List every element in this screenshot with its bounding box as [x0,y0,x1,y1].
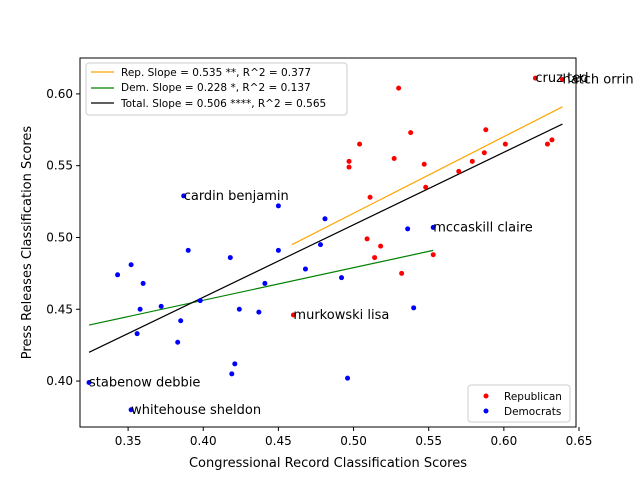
democrat-point [430,224,436,230]
republican-point [372,255,378,261]
legend-total-line-label: Total. Slope = 0.506 ****, R^2 = 0.565 [120,98,326,110]
legend-dem-line-label: Dem. Slope = 0.228 *, R^2 = 0.137 [121,82,311,94]
democrat-point [236,306,242,312]
legend-democrats-label: Democrats [504,406,561,418]
legend-democrats-marker [483,408,489,414]
legend-points: Republican Democrats [467,384,571,423]
point-annotation: cruz ted [535,71,588,86]
democrat-point [115,272,121,278]
democrat-point [134,331,140,337]
republican-point [357,141,363,147]
republican-point [367,194,373,200]
republican-point [549,137,555,143]
point-annotation: murkowski lisa [293,308,389,323]
y-tick-label: 0.50 [46,230,73,244]
y-axis-label: Press Releases Classification Scores [20,126,35,360]
democrat-point [345,375,351,381]
point-annotation: hatch orrin [562,73,633,88]
point-annotation: whitehouse sheldon [131,403,261,418]
democrat-point [181,193,187,199]
y-tick-label: 0.40 [46,374,73,388]
democrat-point [158,303,164,309]
democrat-point [86,379,92,385]
republican-point [364,236,370,242]
x-axis-label: Congressional Record Classification Scor… [189,456,467,471]
democrat-point [137,306,143,312]
democrat-point [302,266,308,272]
republican-point [559,77,565,83]
legend-rep-line-label: Rep. Slope = 0.535 **, R^2 = 0.377 [121,67,311,79]
democrat-point [128,407,134,413]
x-tick-label: 0.45 [265,434,292,448]
point-annotation: stabenow debbie [89,375,200,390]
democrat-point [411,305,417,311]
democrat-point [317,242,323,248]
republican-point [481,150,487,156]
point-annotation: mccaskill claire [433,220,533,235]
x-tick-label: 0.55 [415,434,442,448]
republican-point [346,164,352,170]
democrat-point [262,280,268,286]
dem-fit-line [88,249,434,326]
republican-point [544,141,550,147]
democrat-point [256,309,262,315]
fit-lines [88,106,563,353]
democrat-point [405,226,411,232]
republican-point [421,161,427,167]
point-annotation: cardin benjamin [184,189,289,204]
x-axis-ticks: 0.35 0.40 0.45 0.50 0.55 0.60 0.65 [115,427,593,448]
democrat-point [178,318,184,324]
republican-point [399,270,405,276]
republican-point [502,141,508,147]
democrat-point [339,275,345,281]
democrat-point [227,255,233,261]
x-tick-label: 0.60 [490,434,517,448]
legend-fit-lines-box [85,62,348,116]
y-tick-label: 0.45 [46,302,73,316]
democrat-point [175,339,181,345]
democrat-point [140,280,146,286]
y-axis-ticks: 0.40 0.45 0.50 0.55 0.60 [46,87,80,388]
republican-point [346,158,352,164]
republican-point [396,85,402,91]
republican-point [391,156,397,162]
republican-point [290,312,296,318]
legend-fit-lines: Rep. Slope = 0.535 **, R^2 = 0.377 Dem. … [85,62,348,116]
legend-points-box [467,384,571,423]
total-fit-line [88,123,563,353]
democrat-point [275,247,281,253]
legend-republican-label: Republican [504,391,562,403]
x-tick-label: 0.35 [115,434,142,448]
republican-point [456,168,462,174]
x-tick-label: 0.40 [190,434,217,448]
democrat-point [128,262,134,268]
republican-point [378,243,384,249]
democrat-point [197,298,203,304]
republican-point [532,75,538,81]
democrat-point [275,203,281,209]
data-points [86,75,565,413]
republican-point [469,158,475,164]
y-tick-label: 0.55 [46,159,73,173]
x-tick-label: 0.50 [340,434,367,448]
democrat-point [185,247,191,253]
republican-point [483,127,489,133]
plot-frame [79,57,577,428]
republican-point [430,252,436,258]
rep-fit-line [291,106,563,246]
republican-point [408,130,414,136]
republican-point [423,184,429,190]
x-tick-label: 0.65 [566,434,593,448]
democrat-point [232,361,238,367]
democrat-point [229,371,235,377]
legend-republican-marker [483,393,489,399]
y-tick-label: 0.60 [46,87,73,101]
democrat-point [322,216,328,222]
